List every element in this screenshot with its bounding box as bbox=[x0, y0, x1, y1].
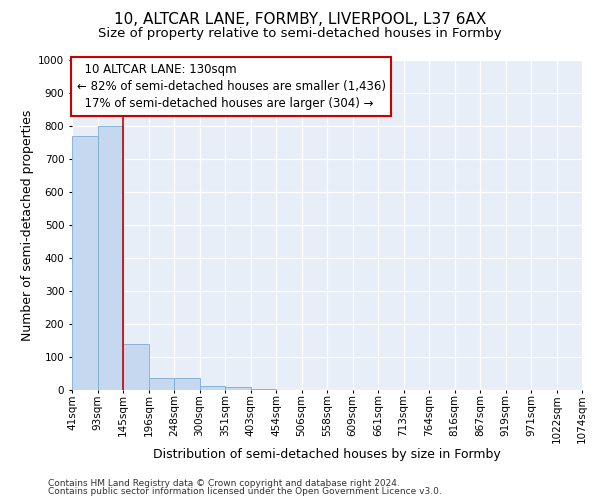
Bar bbox=[149, 378, 174, 390]
Bar bbox=[97, 126, 123, 390]
Bar bbox=[225, 388, 251, 390]
Bar bbox=[199, 386, 225, 390]
Y-axis label: Number of semi-detached properties: Number of semi-detached properties bbox=[21, 110, 34, 340]
Text: 10, ALTCAR LANE, FORMBY, LIVERPOOL, L37 6AX: 10, ALTCAR LANE, FORMBY, LIVERPOOL, L37 … bbox=[114, 12, 486, 28]
Text: 10 ALTCAR LANE: 130sqm
← 82% of semi-detached houses are smaller (1,436)
  17% o: 10 ALTCAR LANE: 130sqm ← 82% of semi-det… bbox=[77, 64, 386, 110]
Text: Size of property relative to semi-detached houses in Formby: Size of property relative to semi-detach… bbox=[98, 28, 502, 40]
X-axis label: Distribution of semi-detached houses by size in Formby: Distribution of semi-detached houses by … bbox=[153, 448, 501, 462]
Bar bbox=[123, 344, 149, 390]
Text: Contains public sector information licensed under the Open Government Licence v3: Contains public sector information licen… bbox=[48, 487, 442, 496]
Bar bbox=[174, 378, 199, 390]
Bar bbox=[72, 136, 97, 390]
Text: Contains HM Land Registry data © Crown copyright and database right 2024.: Contains HM Land Registry data © Crown c… bbox=[48, 478, 400, 488]
